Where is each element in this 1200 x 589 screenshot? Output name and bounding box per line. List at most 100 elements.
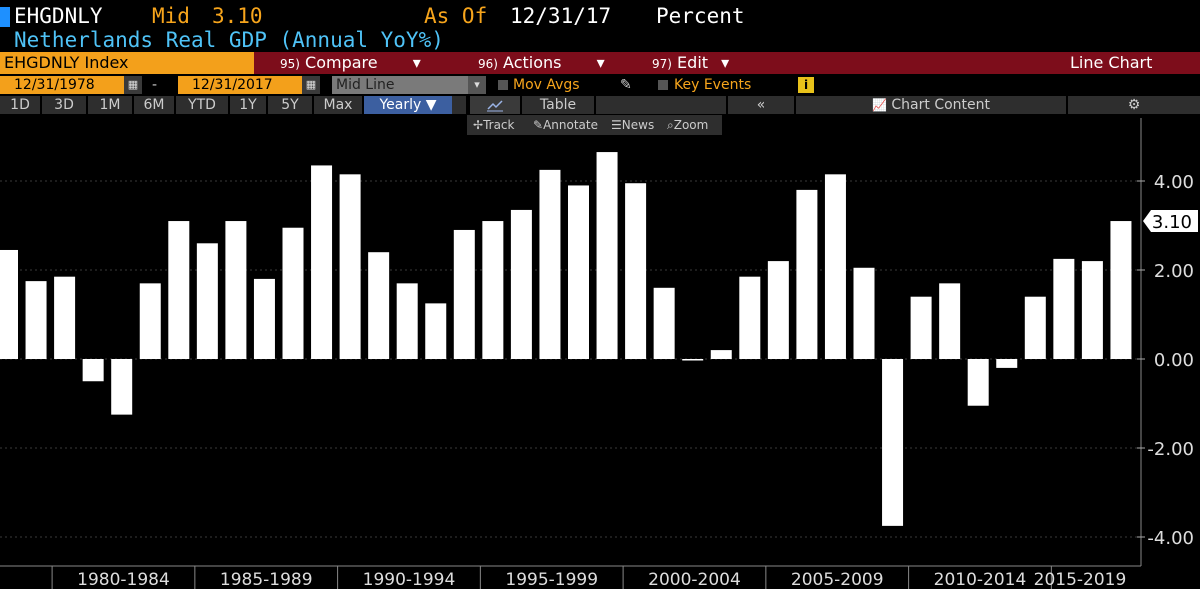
collapse-icon[interactable]: « bbox=[728, 96, 794, 114]
x-tick-label: 1990-1994 bbox=[363, 570, 456, 589]
start-date-field[interactable]: 12/31/1978 bbox=[0, 76, 124, 94]
period-1d[interactable]: 1D bbox=[0, 96, 40, 114]
last-value-label: 3.10 bbox=[1152, 212, 1192, 233]
y-tick-label: 2.00 bbox=[1154, 261, 1194, 282]
dropdown-arrow-icon: ▾ bbox=[596, 53, 605, 72]
x-axis: 1980-1984 1985-1989 1990-1994 1995-1999 2000… bbox=[0, 565, 1141, 589]
calendar-icon[interactable]: ▦ bbox=[124, 76, 142, 94]
annotate-label: Annotate bbox=[543, 118, 598, 132]
x-tick-label: 2015-2019 bbox=[1034, 570, 1127, 589]
bar-1985 bbox=[196, 243, 218, 359]
line-chart-view-icon[interactable] bbox=[470, 96, 520, 114]
mov-avgs-checkbox[interactable] bbox=[498, 80, 508, 90]
bar-1997 bbox=[539, 169, 561, 359]
chart-type-label[interactable]: Line Chart bbox=[1070, 53, 1153, 72]
frequency-label: Yearly bbox=[379, 97, 422, 113]
bar-chart[interactable]: 4.00 2.00 0.00 -2.00 -4.00 3.10 1980-1984 1985… bbox=[0, 118, 1200, 589]
bar-1998 bbox=[568, 185, 589, 359]
bar-2012 bbox=[967, 359, 989, 406]
x-tick-label: 2005-2009 bbox=[791, 570, 884, 589]
bar-2016 bbox=[1081, 261, 1103, 359]
dropdown-arrow-icon[interactable]: ▾ bbox=[468, 76, 486, 94]
end-date-field[interactable]: 12/31/2017 bbox=[178, 76, 302, 94]
actions-menu[interactable]: 96) Actions ▾ bbox=[478, 52, 605, 75]
bar-1992 bbox=[396, 283, 418, 359]
bar-1990 bbox=[339, 174, 361, 359]
y-tick-label: -2.00 bbox=[1147, 439, 1194, 460]
key-events-label: Key Events bbox=[674, 77, 752, 93]
bar-2015 bbox=[1053, 258, 1075, 359]
bar-1987 bbox=[253, 278, 275, 359]
period-row: 1D 3D 1M 6M YTD 1Y 5Y Max Yearly ▼ Table… bbox=[0, 96, 1200, 114]
bar-1981 bbox=[82, 359, 104, 382]
key-events-checkbox[interactable] bbox=[658, 80, 668, 90]
asof-value: 12/31/17 bbox=[510, 4, 612, 28]
bar-2002 bbox=[682, 359, 704, 361]
chart-content-icon: 📈 bbox=[871, 98, 887, 112]
chart-content-button[interactable]: 📈 Chart Content bbox=[796, 96, 1066, 114]
security-header: EHGDNLY Mid 3.10 As Of 12/31/17 Percent bbox=[0, 4, 1200, 28]
bar-1993 bbox=[425, 303, 447, 359]
x-tick-label: 2010-2014 bbox=[934, 570, 1027, 589]
bar-1991 bbox=[368, 252, 390, 359]
mid-value: 3.10 bbox=[212, 4, 263, 28]
bar-2017 bbox=[1110, 221, 1132, 359]
track-label: Track bbox=[483, 118, 515, 132]
edit-menu[interactable]: 97) Edit ▾ bbox=[652, 52, 729, 75]
chart-content-label: Chart Content bbox=[891, 97, 990, 113]
y-axis: 4.00 2.00 0.00 -2.00 -4.00 3.10 bbox=[1137, 118, 1198, 566]
news-tool[interactable]: ☰ News bbox=[611, 115, 654, 135]
y-tick-label: 4.00 bbox=[1154, 172, 1194, 193]
zoom-label: Zoom bbox=[673, 118, 709, 132]
dropdown-arrow-icon: ▾ bbox=[412, 53, 421, 72]
bar-2008 bbox=[853, 267, 875, 359]
zoom-tool[interactable]: ⌕ Zoom bbox=[667, 115, 708, 135]
actions-num: 96) bbox=[478, 57, 498, 71]
edit-num: 97) bbox=[652, 57, 672, 71]
table-view-button[interactable]: Table bbox=[522, 96, 594, 114]
bar-1995 bbox=[482, 221, 504, 359]
bar-2001 bbox=[653, 287, 675, 359]
track-tool[interactable]: ✢ Track bbox=[473, 115, 514, 135]
bar-1988 bbox=[282, 227, 304, 359]
period-1m[interactable]: 1M bbox=[88, 96, 132, 114]
bar-1979 bbox=[25, 281, 47, 359]
index-field[interactable]: EHGDNLY Index bbox=[0, 52, 254, 74]
date-range-row: 12/31/1978 ▦ - 12/31/2017 ▦ Mid Line ▾ M… bbox=[0, 76, 1200, 94]
calendar-icon[interactable]: ▦ bbox=[302, 76, 320, 94]
bar-2007 bbox=[824, 174, 846, 359]
bar-2004 bbox=[739, 276, 761, 359]
toolbar-spacer bbox=[596, 96, 726, 114]
period-max[interactable]: Max bbox=[314, 96, 362, 114]
gear-icon[interactable]: ⚙ bbox=[1068, 96, 1200, 114]
compare-menu[interactable]: 95) Compare ▾ bbox=[280, 52, 421, 75]
bar-2011 bbox=[939, 283, 961, 359]
security-color-marker bbox=[0, 7, 10, 27]
dropdown-arrow-icon: ▾ bbox=[721, 53, 730, 72]
x-tick-label: 1995-1999 bbox=[505, 570, 598, 589]
bar-1984 bbox=[168, 221, 190, 359]
bar-1983 bbox=[139, 283, 161, 359]
info-icon[interactable]: i bbox=[798, 77, 814, 93]
y-tick-label: -4.00 bbox=[1147, 528, 1194, 549]
chart-icon bbox=[487, 100, 503, 112]
bar-1986 bbox=[225, 221, 247, 359]
annotate-tool[interactable]: ✎ Annotate bbox=[533, 115, 598, 135]
mov-avgs-label: Mov Avgs bbox=[513, 77, 580, 93]
period-ytd[interactable]: YTD bbox=[176, 96, 228, 114]
news-label: News bbox=[621, 118, 655, 132]
period-5y[interactable]: 5Y bbox=[268, 96, 312, 114]
asof-label: As Of bbox=[424, 4, 488, 28]
frequency-select[interactable]: Yearly ▼ bbox=[364, 96, 452, 114]
period-1y[interactable]: 1Y bbox=[230, 96, 266, 114]
bar-1980 bbox=[54, 276, 76, 359]
frequency-dropdown[interactable] bbox=[452, 96, 466, 114]
period-3d[interactable]: 3D bbox=[42, 96, 86, 114]
bar-2013 bbox=[996, 359, 1018, 368]
period-6m[interactable]: 6M bbox=[134, 96, 174, 114]
bar-2014 bbox=[1024, 296, 1046, 359]
bar-2000 bbox=[625, 183, 647, 359]
pencil-icon[interactable]: ✎ bbox=[620, 77, 632, 93]
ticker: EHGDNLY bbox=[14, 4, 103, 28]
line-mode-select[interactable]: Mid Line bbox=[332, 76, 468, 94]
